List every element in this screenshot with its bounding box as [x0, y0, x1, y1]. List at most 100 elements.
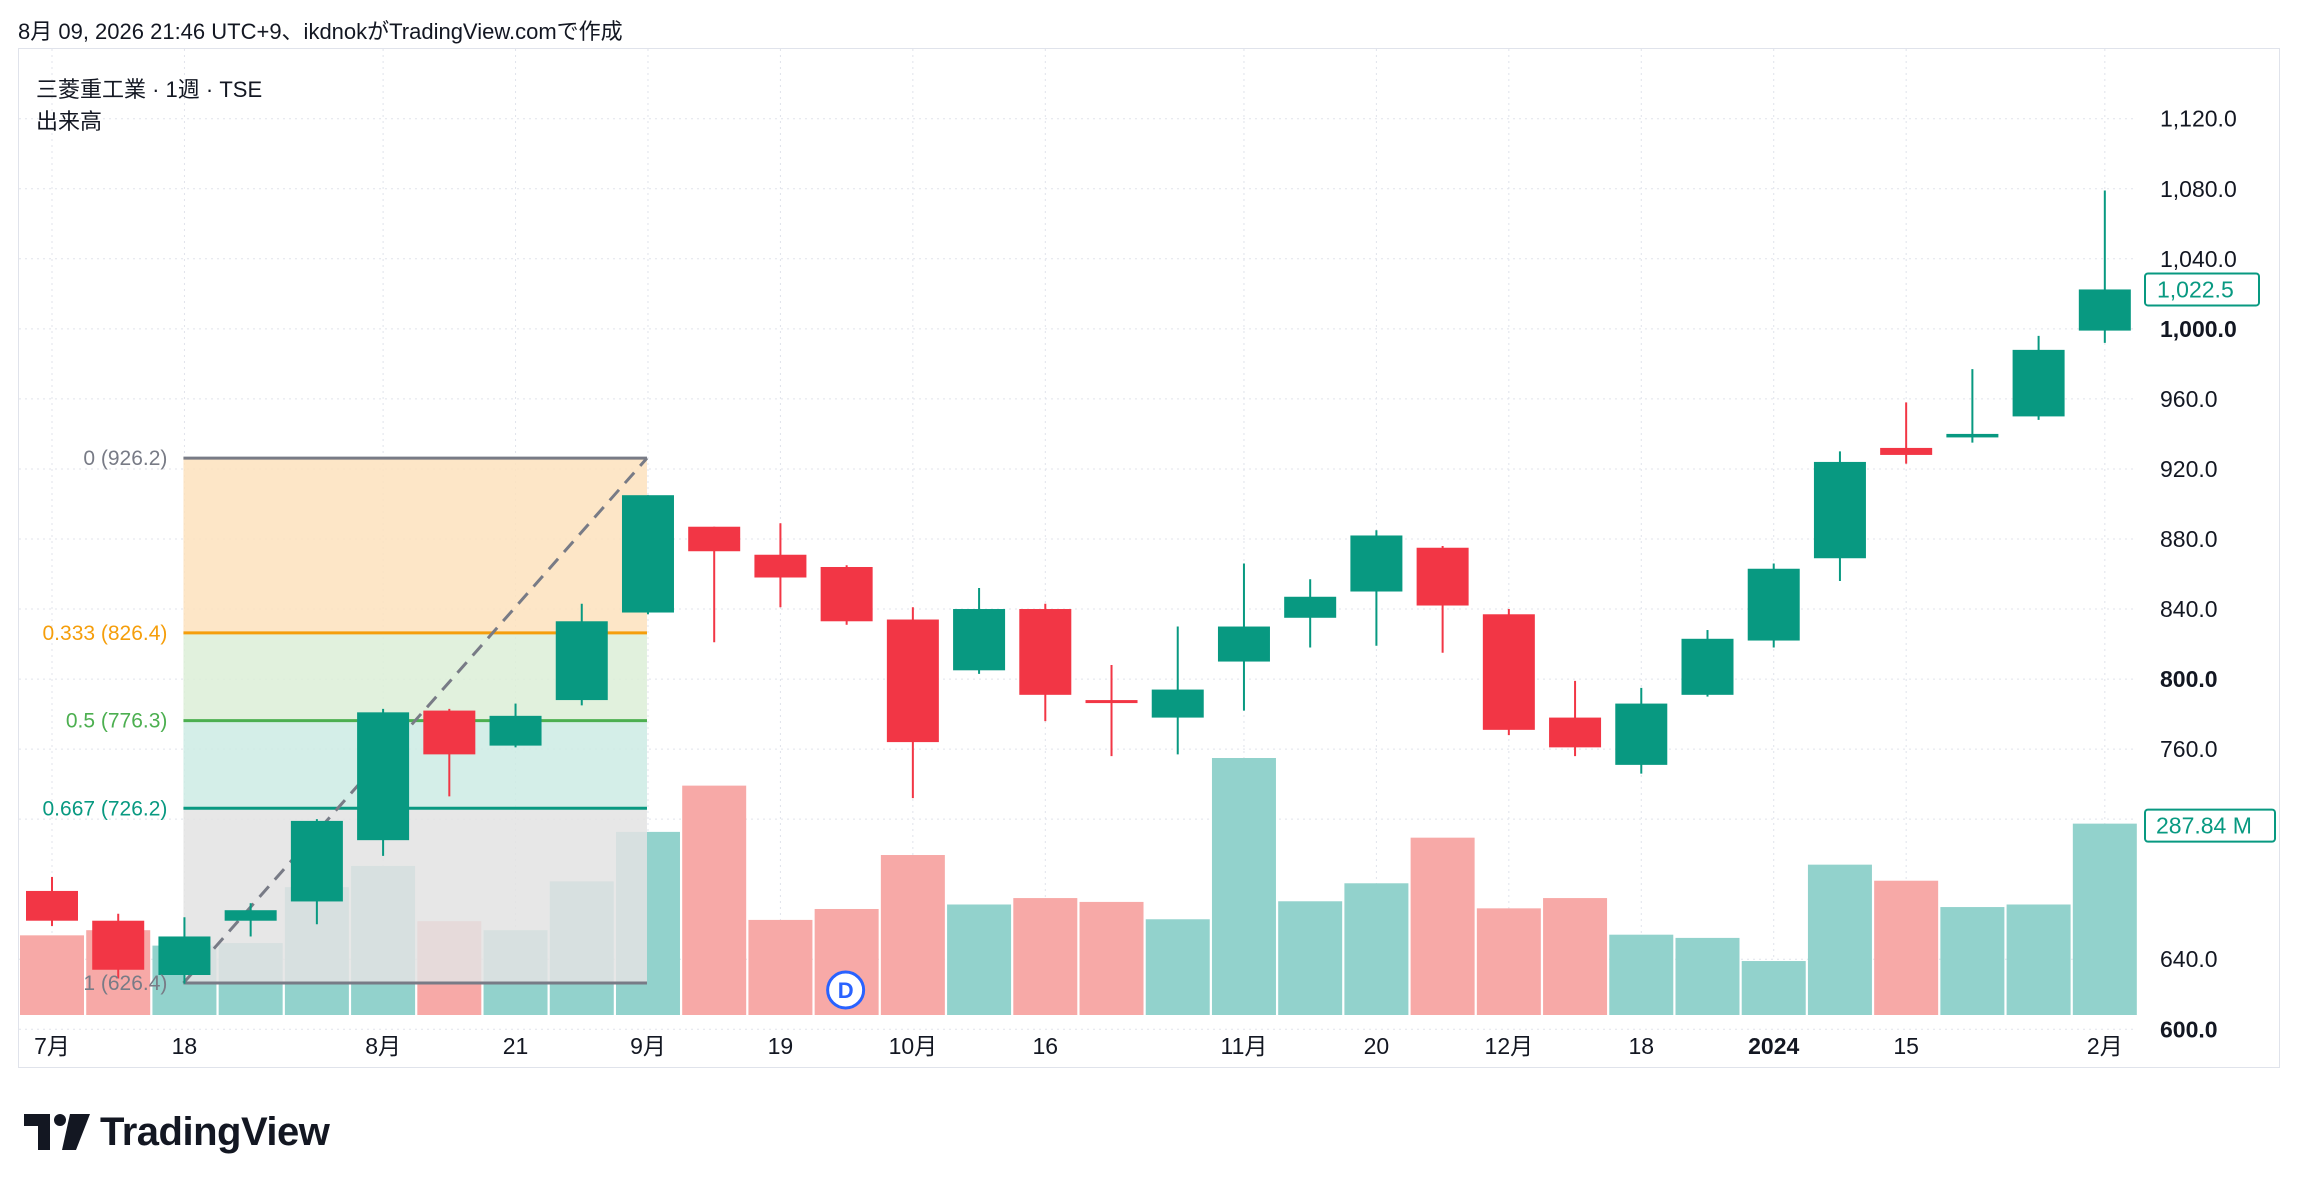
volume-legend[interactable]: 出来高 [36, 109, 103, 134]
candle-body [26, 890, 78, 921]
candle [26, 876, 78, 926]
candle-body [1350, 535, 1403, 592]
candle-body [2012, 349, 2065, 417]
candle-body [1549, 717, 1602, 748]
fib-level-label: 0.333 (826.4) [43, 622, 168, 645]
candle-body [224, 910, 277, 921]
candle-body [489, 715, 542, 746]
candle [953, 588, 1006, 674]
candle-body [1482, 614, 1535, 730]
candle-body [1880, 447, 1933, 455]
candle [1416, 545, 1469, 653]
price-axis[interactable]: 600.0640.0720.0760.0800.0840.0880.0920.0… [2144, 106, 2276, 1043]
time-tick-label: 11月 [1221, 1033, 1268, 1059]
candle-body [423, 710, 476, 755]
dividend-marker-label: D [838, 978, 854, 1003]
price-tick-label: 920.0 [2160, 456, 2218, 482]
time-tick-label: 18 [1628, 1033, 1654, 1059]
candle-body [357, 712, 410, 841]
fib-trend-line [182, 457, 649, 985]
candle [754, 523, 807, 608]
time-tick-label: 2024 [1748, 1033, 1799, 1059]
volume-bar [1278, 901, 1343, 1015]
price-chart[interactable]: 0 (926.2) 0.333 (826.4) 0.5 (776.3) 0.667 (… [0, 0, 2298, 1092]
candle [1549, 680, 1602, 757]
price-tick-label: 960.0 [2160, 386, 2218, 412]
volume-bar [748, 919, 813, 1015]
price-tick-label: 1,080.0 [2160, 176, 2237, 202]
fib-zone [183, 458, 647, 633]
candle-body [1217, 626, 1270, 662]
volume-bar [1874, 880, 1939, 1015]
candle [1946, 369, 1999, 443]
volume-bar [1410, 837, 1475, 1015]
volume-bar [1543, 898, 1608, 1015]
time-tick-label: 21 [503, 1033, 529, 1059]
candle [1151, 626, 1204, 755]
dividend-marker-icon [826, 970, 866, 1010]
candle [886, 607, 939, 799]
candle [1813, 451, 1866, 582]
time-tick-label: 7月 [34, 1033, 70, 1059]
time-tick-label: 18 [172, 1033, 198, 1059]
volume-bar [1675, 937, 1740, 1015]
chart-caption: 8月 09, 2026 21:46 UTC+9、ikdnokがTradingVi… [18, 19, 623, 44]
candle-body [1813, 461, 1866, 559]
candle [688, 526, 741, 643]
candle [621, 495, 674, 615]
candle [1284, 579, 1337, 648]
candle [158, 917, 211, 984]
candle [489, 703, 542, 748]
price-tick-label: 840.0 [2160, 596, 2218, 622]
event-markers[interactable]: D [826, 970, 866, 1010]
volume-bar [1145, 919, 1210, 1015]
last-price-badge [2144, 272, 2260, 307]
candle [555, 603, 608, 706]
candle [92, 913, 145, 979]
price-tick-label: 1,120.0 [2160, 106, 2237, 132]
fib-retracement-labels: 0 (926.2) 0.333 (826.4) 0.5 (776.3) 0.667 (… [43, 447, 168, 995]
tradingview-logo-icon [24, 1114, 90, 1150]
candle-body [1747, 568, 1800, 641]
candle-body [1681, 638, 1734, 695]
symbol-legend[interactable]: 三菱重工業 · 1週 · TSE [36, 77, 263, 102]
tradingview-logo-text: TradingView [100, 1109, 330, 1154]
fib-zone [183, 720, 647, 809]
volume-bar [1476, 908, 1541, 1015]
candle [820, 565, 873, 625]
time-tick-label: 2月 [2087, 1033, 2123, 1059]
tradingview-logo[interactable]: TradingView [24, 1108, 330, 1156]
volume-bar [880, 855, 945, 1015]
price-tick-label: 640.0 [2160, 946, 2218, 972]
candle-body [1019, 609, 1072, 695]
volume-bar [20, 935, 84, 1015]
candle [1482, 609, 1535, 736]
candle-body [1085, 700, 1138, 704]
candle-body [886, 619, 939, 743]
volume-bar [1013, 898, 1078, 1015]
candle [423, 708, 476, 797]
last-price-label: 1,022.5 [2157, 276, 2234, 302]
price-tick-label: 600.0 [2160, 1016, 2218, 1042]
time-tick-label: 8月 [365, 1033, 401, 1059]
price-tick-label: 880.0 [2160, 526, 2218, 552]
volume-bar [1741, 961, 1806, 1015]
candle [1350, 530, 1403, 646]
candle-body [621, 495, 674, 613]
candle [357, 708, 410, 856]
fib-level-label: 1 (626.4) [83, 972, 167, 995]
price-tick-label: 760.0 [2160, 736, 2218, 762]
candle [224, 903, 277, 937]
candle [290, 819, 343, 925]
candle-body [953, 609, 1006, 671]
candle-body [820, 566, 873, 622]
candle [1880, 402, 1933, 464]
candle [2078, 190, 2131, 343]
candle-body [1151, 689, 1204, 718]
time-axis[interactable]: 7月 18 8月 21 9月 19 10月 16 11月 20 12月 18 2024 15 2月 [34, 1033, 2123, 1059]
time-tick-label: 9月 [630, 1033, 666, 1059]
candle-body [1416, 547, 1469, 606]
time-tick-label: 16 [1033, 1033, 1059, 1059]
time-tick-label: 19 [768, 1033, 794, 1059]
volume-bar [1609, 934, 1674, 1015]
